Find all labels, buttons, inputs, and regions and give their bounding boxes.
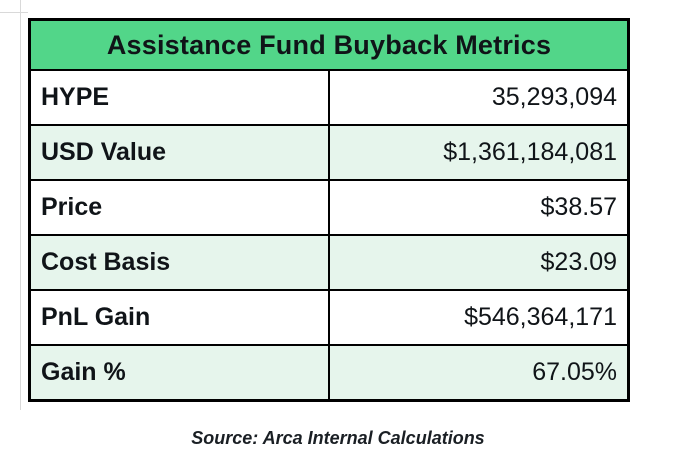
metric-label: Cost Basis — [28, 234, 330, 291]
table-title: Assistance Fund Buyback Metrics — [28, 18, 630, 71]
spreadsheet-gridline-vertical — [20, 0, 21, 410]
metric-label: PnL Gain — [28, 289, 330, 346]
table-row: Price $38.57 — [28, 179, 630, 236]
table-row: Cost Basis $23.09 — [28, 234, 630, 291]
metric-value: 35,293,094 — [328, 69, 630, 126]
metric-value: $23.09 — [328, 234, 630, 291]
metric-label: Price — [28, 179, 330, 236]
metric-label: USD Value — [28, 124, 330, 181]
metric-value: 67.05% — [328, 344, 630, 402]
metric-value: $546,364,171 — [328, 289, 630, 346]
table-header: Assistance Fund Buyback Metrics — [28, 18, 630, 71]
spreadsheet-gridline-horizontal — [0, 12, 28, 13]
source-caption: Source: Arca Internal Calculations — [191, 428, 485, 448]
table-row: HYPE 35,293,094 — [28, 69, 630, 126]
buyback-metrics-table: Assistance Fund Buyback Metrics HYPE 35,2… — [28, 18, 630, 402]
metric-value: $1,361,184,081 — [328, 124, 630, 181]
table-row: PnL Gain $546,364,171 — [28, 289, 630, 346]
metric-label: Gain % — [28, 344, 330, 402]
table-row: Gain % 67.05% — [28, 344, 630, 402]
metric-label: HYPE — [28, 69, 330, 126]
metric-value: $38.57 — [328, 179, 630, 236]
table-body: HYPE 35,293,094 USD Value $1,361,184,081 Pri… — [28, 69, 630, 402]
table-row: USD Value $1,361,184,081 — [28, 124, 630, 181]
